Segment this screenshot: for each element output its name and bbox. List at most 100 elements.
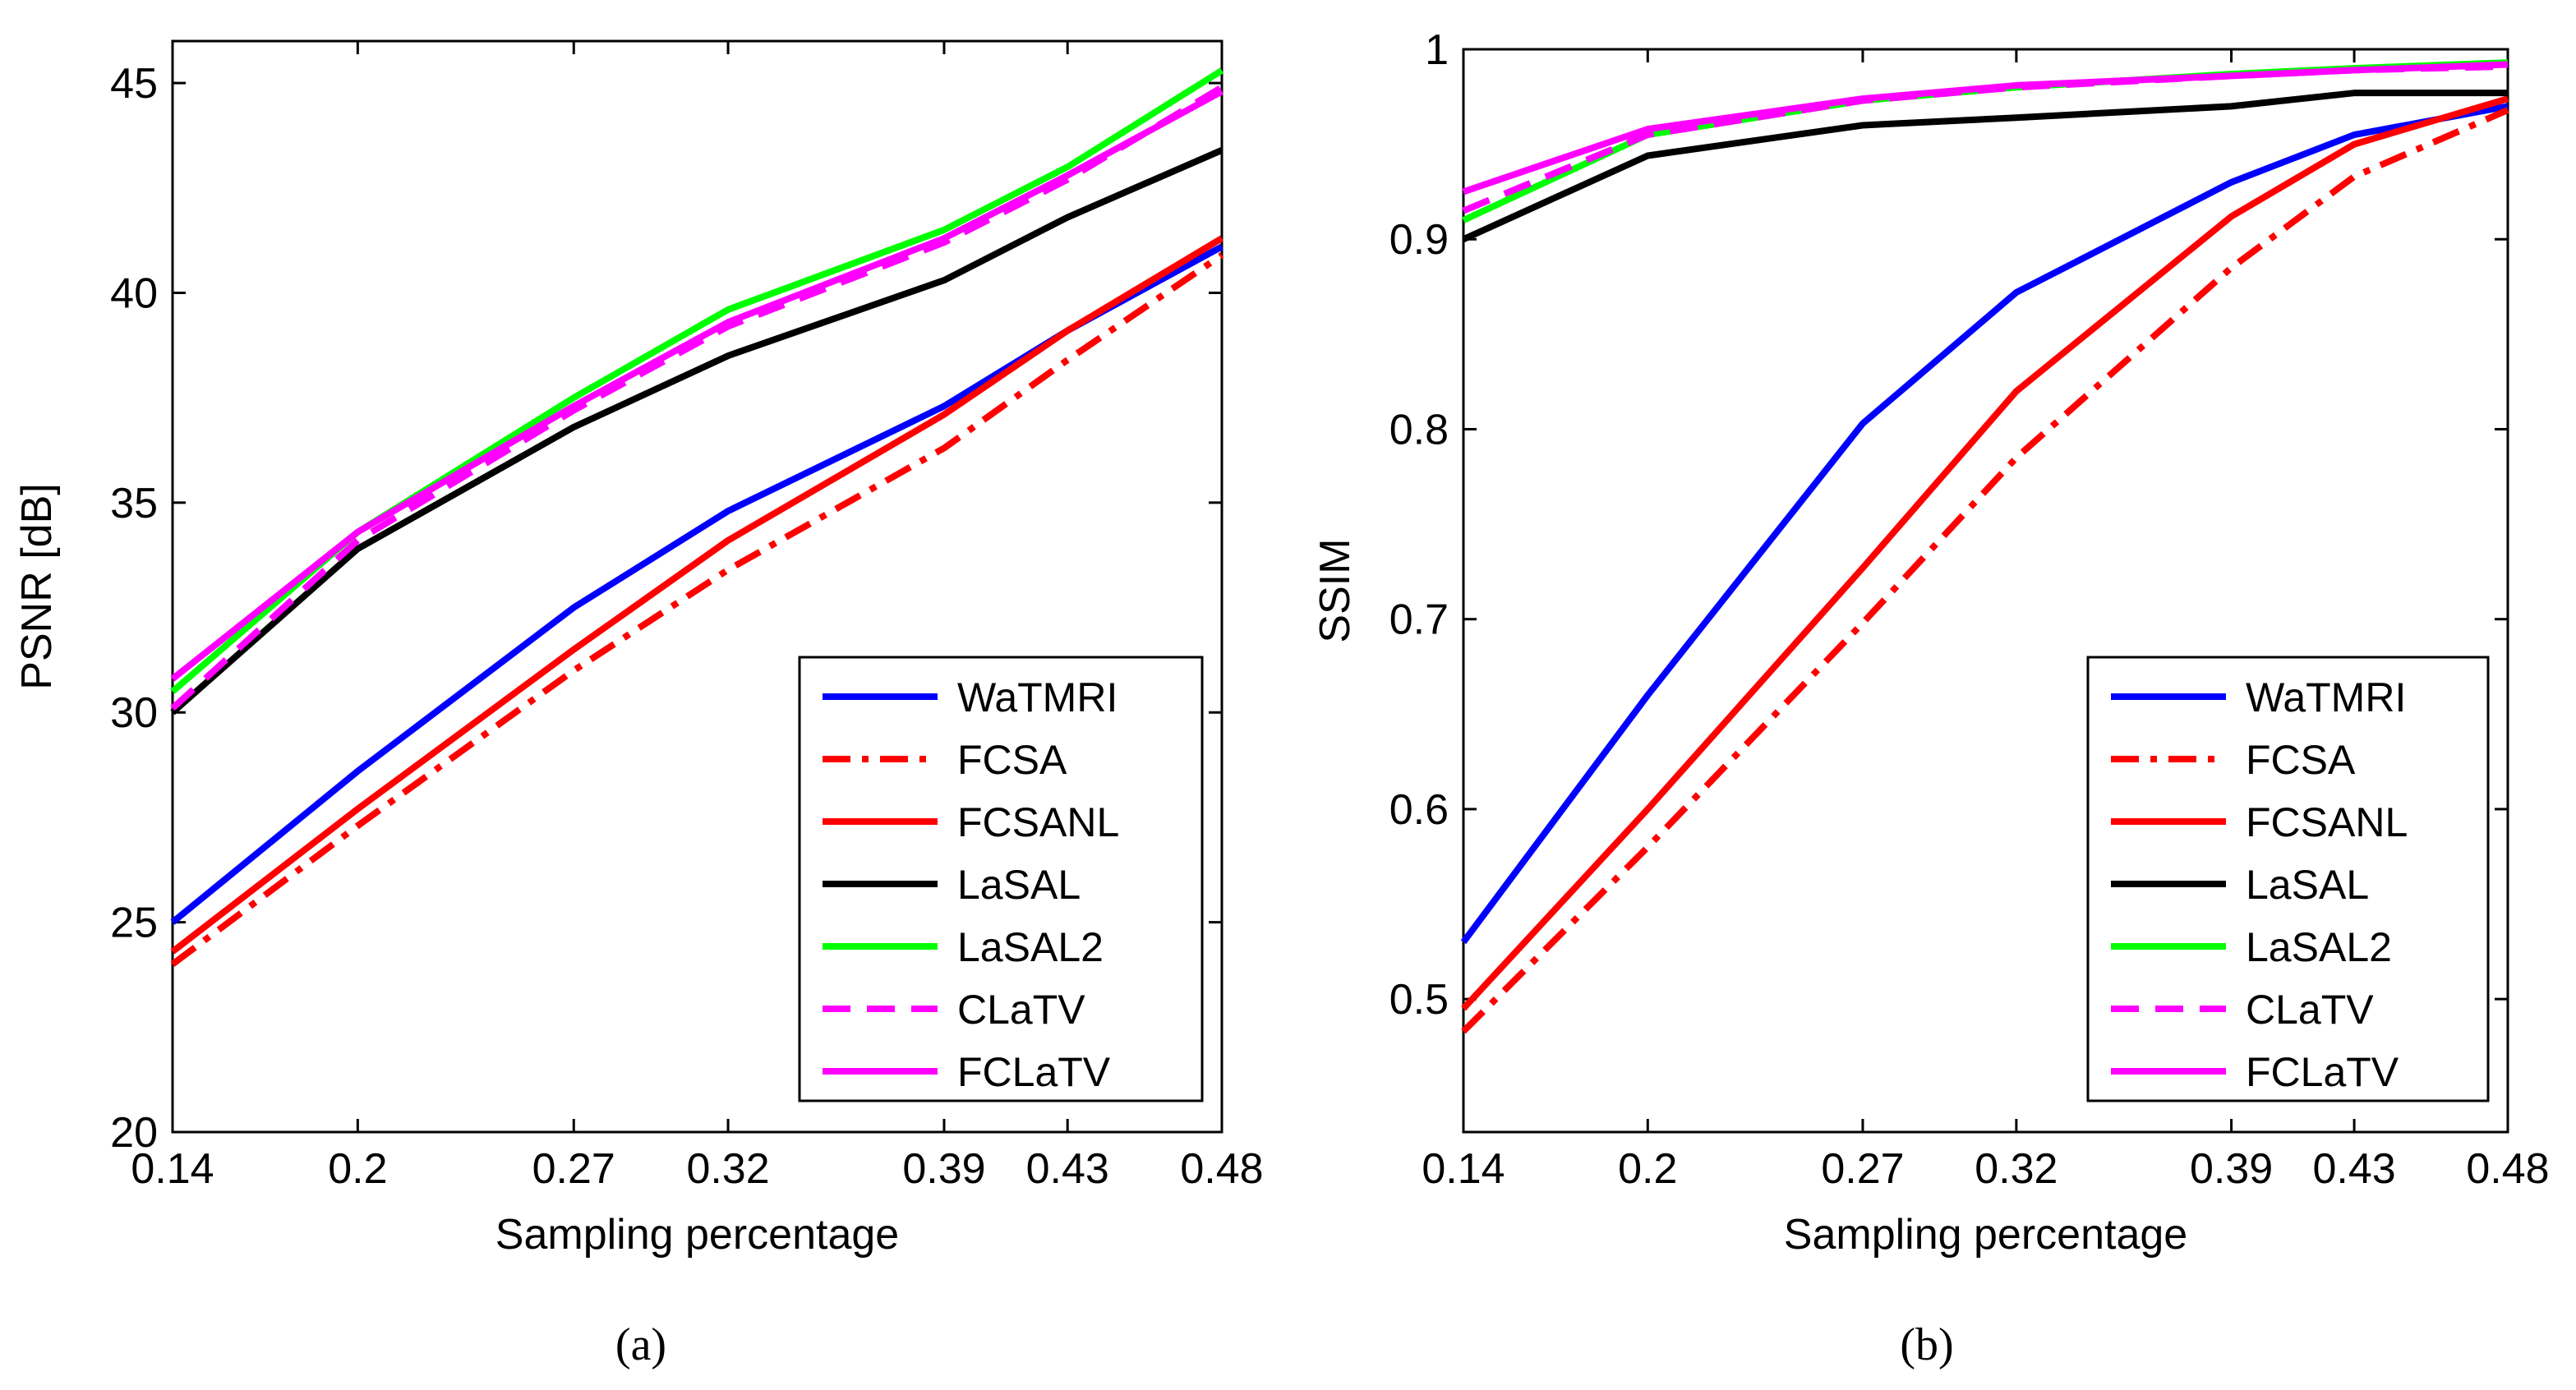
data-point xyxy=(2353,176,2355,177)
data-point xyxy=(357,548,358,550)
y-tick-label: 0.7 xyxy=(1389,596,1449,644)
data-point xyxy=(727,569,729,571)
x-tick-label: 0.32 xyxy=(686,1145,769,1193)
data-point xyxy=(357,532,358,533)
series-line-watmri xyxy=(1460,103,2509,945)
data-point xyxy=(172,964,173,965)
y-tick-label: 20 xyxy=(110,1109,158,1157)
data-point xyxy=(1221,246,1223,247)
data-point xyxy=(1862,622,1864,624)
legend-label: CLaTV xyxy=(2246,987,2374,1033)
y-tick-label: 0.5 xyxy=(1389,976,1449,1024)
data-point xyxy=(1862,423,1864,425)
x-tick-label: 0.32 xyxy=(1975,1145,2058,1193)
data-point xyxy=(573,649,574,651)
data-point xyxy=(943,229,945,231)
data-point xyxy=(1463,1008,1464,1010)
data-point xyxy=(2507,92,2509,94)
data-point xyxy=(943,405,945,407)
data-point xyxy=(2016,85,2017,86)
legend-label: FCSA xyxy=(957,737,1067,783)
data-point xyxy=(727,355,729,357)
data-point xyxy=(1862,567,1864,568)
data-point xyxy=(2353,92,2355,94)
data-point xyxy=(943,447,945,449)
legend-label: LaSAL2 xyxy=(2246,924,2392,970)
y-tick-label: 40 xyxy=(110,269,158,317)
y-tick-label: 35 xyxy=(110,480,158,527)
data-point xyxy=(727,540,729,541)
data-point xyxy=(172,711,173,713)
data-point xyxy=(943,237,945,239)
data-point xyxy=(943,279,945,281)
x-tick-label: 0.2 xyxy=(328,1145,387,1193)
data-point xyxy=(2016,292,2017,293)
y-tick-label: 1 xyxy=(1425,26,1449,74)
series-line-fcsanl xyxy=(1461,95,2509,1011)
x-tick-label: 0.14 xyxy=(131,1145,214,1193)
x-tick-label: 0.39 xyxy=(902,1145,985,1193)
data-point xyxy=(1463,1030,1464,1032)
data-point xyxy=(1221,70,1223,71)
x-tick-label: 0.48 xyxy=(1180,1145,1263,1193)
y-axis-label: SSIM xyxy=(1311,538,1359,642)
chart-panel-a: 0.14 0.2 0.27 0.32 0.39 0.43 0.48 20 25 30 35 40 45 S… xyxy=(13,39,1264,1370)
x-tick-label: 0.43 xyxy=(1026,1145,1109,1193)
x-tick-label: 0.2 xyxy=(1618,1145,1677,1193)
series-line-lasal xyxy=(1462,90,2508,242)
data-point xyxy=(2016,457,2017,458)
data-point xyxy=(2016,390,2017,392)
data-point xyxy=(573,397,574,398)
data-point xyxy=(1221,237,1223,239)
data-point xyxy=(1221,90,1223,92)
y-tick-label: 0.8 xyxy=(1389,406,1449,453)
y-tick-label: 25 xyxy=(110,900,158,947)
data-point xyxy=(357,808,358,810)
data-point xyxy=(573,426,574,428)
x-axis-label: Sampling percentage xyxy=(495,1211,899,1259)
legend-label: LaSAL2 xyxy=(957,924,1104,970)
legend-label: FCLaTV xyxy=(957,1049,1111,1095)
series-line-fcsanl xyxy=(170,235,1224,955)
data-point xyxy=(2231,182,2233,183)
data-point xyxy=(2353,69,2355,71)
legend-label: FCLaTV xyxy=(2246,1049,2399,1095)
y-tick-label: 0.9 xyxy=(1389,216,1449,264)
data-point xyxy=(727,510,729,512)
data-point xyxy=(573,607,574,609)
x-axis-label: Sampling percentage xyxy=(1784,1211,2187,1259)
data-point xyxy=(1067,329,1068,331)
data-point xyxy=(172,678,173,679)
chart-panel-b: 0.14 0.2 0.27 0.32 0.39 0.43 0.48 0.5 0.6 0.7 0.8 0… xyxy=(1311,26,2550,1370)
y-tick-label: 45 xyxy=(110,60,158,108)
data-point xyxy=(172,691,173,693)
legend xyxy=(2086,656,2490,1102)
legend-label: LaSAL xyxy=(957,862,1081,908)
data-point xyxy=(1647,808,1648,810)
legend xyxy=(798,656,1204,1102)
data-point xyxy=(1647,128,1648,130)
data-point xyxy=(1463,219,1464,221)
x-tick-label: 0.48 xyxy=(2466,1145,2549,1193)
y-tick-label: 30 xyxy=(110,689,158,737)
data-point xyxy=(573,405,574,407)
data-point xyxy=(2231,215,2233,217)
y-tick-label: 0.6 xyxy=(1389,786,1449,834)
data-point xyxy=(1221,86,1223,88)
data-point xyxy=(1463,210,1464,212)
data-point xyxy=(1463,191,1464,192)
data-point xyxy=(2231,75,2233,76)
legend-label: FCSA xyxy=(2246,737,2356,783)
data-point xyxy=(1647,846,1648,848)
x-tick-label: 0.14 xyxy=(1422,1145,1505,1193)
data-point xyxy=(1067,174,1068,176)
data-point xyxy=(172,707,173,709)
data-point xyxy=(2016,117,2017,118)
data-point xyxy=(357,825,358,826)
legend-label: WaTMRI xyxy=(2246,674,2406,720)
panel-label: (a) xyxy=(615,1319,666,1370)
series-line-fclatv xyxy=(170,88,1223,682)
series-line-clatv xyxy=(170,84,1224,711)
data-point xyxy=(2507,63,2509,65)
